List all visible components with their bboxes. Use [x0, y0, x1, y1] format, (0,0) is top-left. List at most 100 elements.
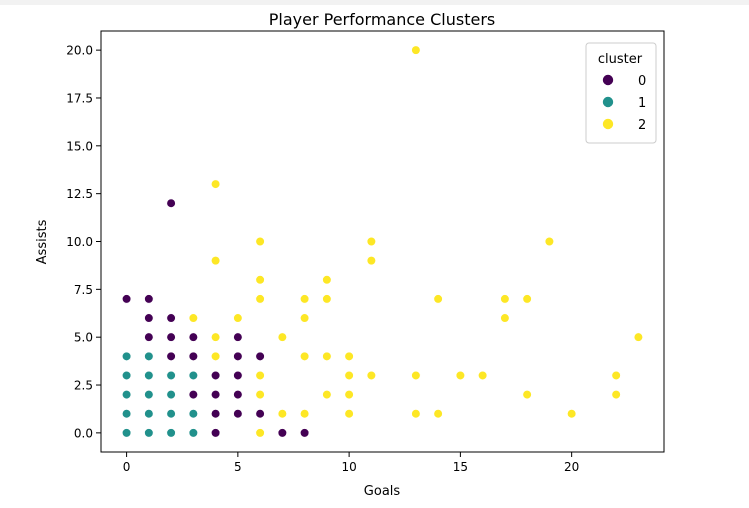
data-point-cluster-1 [144, 409, 154, 419]
data-point-cluster-0 [211, 428, 221, 438]
data-point-cluster-1 [121, 370, 132, 381]
x-axis-label: Goals [364, 484, 401, 499]
data-point-cluster-2 [366, 370, 376, 381]
legend: cluster 0 1 2 [585, 42, 657, 144]
data-point-cluster-0 [233, 332, 243, 342]
y-tick-label: 5.0 [74, 331, 93, 345]
y-axis-label: Assists [35, 219, 50, 264]
x-tick-label: 0 [123, 460, 131, 474]
data-point-cluster-0 [166, 332, 176, 342]
legend-label-cluster-1: 1 [638, 96, 646, 111]
y-tick-label: 0.0 [74, 426, 93, 440]
points-layer [121, 45, 644, 438]
y-tick-label: 10.0 [66, 235, 93, 249]
data-point-cluster-2 [322, 275, 332, 285]
data-point-cluster-2 [300, 313, 310, 323]
data-point-cluster-1 [166, 409, 176, 419]
data-point-cluster-0 [144, 294, 154, 304]
data-point-cluster-0 [188, 389, 198, 400]
data-point-cluster-1 [144, 370, 154, 381]
data-point-cluster-2 [211, 256, 221, 266]
data-point-cluster-0 [233, 389, 243, 400]
data-point-cluster-0 [255, 351, 265, 361]
data-point-cluster-2 [255, 294, 265, 304]
data-point-cluster-1 [166, 428, 176, 438]
data-point-cluster-1 [166, 370, 176, 381]
data-point-cluster-2 [322, 389, 332, 400]
data-point-cluster-1 [121, 409, 132, 419]
x-axis: 0 5 10 15 20 [123, 452, 579, 474]
data-point-cluster-0 [121, 294, 132, 304]
data-point-cluster-2 [411, 370, 421, 381]
legend-marker-cluster-2 [602, 118, 614, 130]
data-point-cluster-2 [366, 236, 376, 247]
data-point-cluster-0 [144, 332, 154, 342]
data-point-cluster-1 [121, 389, 132, 400]
data-point-cluster-0 [255, 409, 265, 419]
data-point-cluster-2 [300, 409, 310, 419]
data-point-cluster-0 [211, 409, 221, 419]
data-point-cluster-1 [166, 389, 176, 400]
data-point-cluster-2 [322, 351, 332, 361]
plot-frame [100, 30, 665, 453]
data-point-cluster-0 [144, 313, 154, 323]
x-tick-label: 15 [453, 460, 468, 474]
y-tick-label: 15.0 [66, 139, 93, 153]
legend-title: cluster [598, 52, 643, 67]
data-point-cluster-2 [277, 409, 287, 419]
data-point-cluster-2 [500, 313, 510, 323]
data-point-cluster-2 [433, 409, 443, 419]
data-point-cluster-1 [188, 370, 198, 381]
data-point-cluster-2 [478, 370, 488, 381]
data-point-cluster-0 [211, 389, 221, 400]
data-point-cluster-0 [233, 351, 243, 361]
chart-title: Player Performance Clusters [269, 10, 495, 29]
data-point-cluster-2 [255, 275, 265, 285]
y-tick-label: 20.0 [66, 44, 93, 58]
legend-marker-cluster-0 [602, 74, 614, 86]
data-point-cluster-2 [567, 409, 577, 419]
data-point-cluster-2 [611, 389, 621, 400]
data-point-cluster-2 [255, 370, 265, 381]
data-point-cluster-2 [411, 45, 421, 55]
y-tick-label: 12.5 [66, 187, 93, 201]
data-point-cluster-2 [277, 332, 287, 342]
data-point-cluster-2 [300, 351, 310, 361]
data-point-cluster-2 [211, 351, 221, 361]
window-top-strip [0, 0, 749, 5]
data-point-cluster-0 [166, 313, 176, 323]
data-point-cluster-2 [255, 236, 265, 247]
legend-label-cluster-2: 2 [638, 118, 646, 133]
data-point-cluster-1 [188, 428, 198, 438]
data-point-cluster-0 [233, 370, 243, 381]
legend-label-cluster-0: 0 [638, 74, 646, 89]
data-point-cluster-1 [188, 409, 198, 419]
data-point-cluster-2 [544, 236, 555, 247]
data-point-cluster-2 [411, 409, 421, 419]
data-point-cluster-0 [188, 351, 198, 361]
y-tick-label: 17.5 [66, 91, 93, 105]
data-point-cluster-1 [121, 428, 132, 438]
data-point-cluster-1 [121, 351, 132, 361]
data-point-cluster-2 [300, 294, 310, 304]
data-point-cluster-1 [144, 389, 154, 400]
data-point-cluster-2 [188, 313, 198, 323]
y-tick-label: 2.5 [74, 379, 93, 393]
data-point-cluster-2 [344, 389, 354, 400]
x-tick-label: 10 [341, 460, 356, 474]
legend-entries: 0 1 2 [602, 74, 646, 133]
legend-marker-cluster-1 [602, 96, 614, 108]
data-point-cluster-0 [211, 370, 221, 381]
data-point-cluster-0 [166, 198, 176, 208]
data-point-cluster-1 [144, 351, 154, 361]
x-tick-label: 20 [564, 460, 579, 474]
data-point-cluster-2 [433, 294, 443, 304]
data-point-cluster-0 [188, 332, 198, 342]
data-point-cluster-2 [211, 179, 221, 189]
data-point-cluster-2 [522, 294, 532, 304]
data-point-cluster-2 [255, 389, 265, 400]
data-point-cluster-2 [366, 256, 376, 266]
data-point-cluster-2 [522, 389, 532, 400]
data-point-cluster-0 [277, 428, 287, 438]
